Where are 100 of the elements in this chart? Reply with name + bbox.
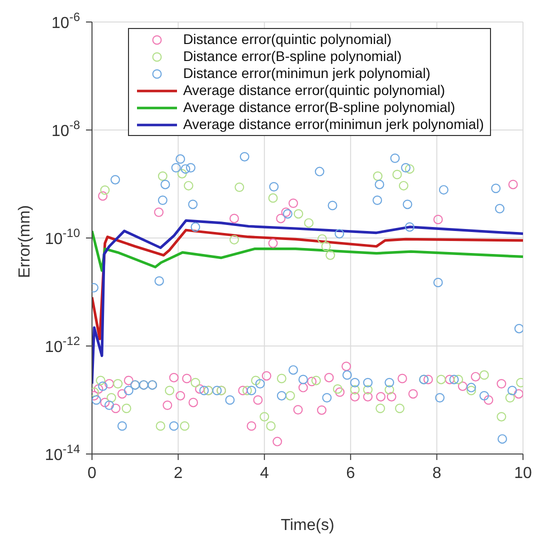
point — [316, 405, 326, 415]
point — [470, 372, 480, 382]
point — [304, 218, 314, 228]
point — [276, 214, 286, 224]
point — [110, 404, 120, 414]
point — [449, 374, 459, 384]
point — [268, 193, 278, 203]
point — [124, 376, 134, 386]
point — [373, 171, 383, 181]
point — [158, 171, 168, 181]
point — [342, 370, 352, 380]
point — [158, 196, 168, 206]
point — [438, 185, 448, 195]
point — [246, 421, 256, 431]
point — [242, 386, 252, 396]
point — [180, 164, 190, 174]
point — [507, 386, 517, 396]
x-tick-label: 0 — [88, 465, 97, 482]
point — [444, 374, 454, 384]
point — [240, 152, 250, 162]
y-tick-label: 10$^{-8}$ — [52, 118, 80, 140]
point — [363, 384, 373, 394]
point — [408, 389, 418, 399]
point — [188, 398, 198, 408]
point — [317, 234, 327, 244]
point — [154, 207, 164, 217]
point — [225, 395, 235, 405]
point — [117, 389, 127, 399]
y-axis-title: Error(mm) — [16, 205, 34, 278]
point — [363, 378, 373, 388]
point — [392, 170, 402, 180]
point — [92, 395, 102, 405]
point — [433, 278, 443, 288]
point — [229, 234, 239, 244]
y-tick-label: 10$^{-6}$ — [52, 10, 80, 32]
x-axis-title: Time(s) — [280, 517, 334, 534]
legend-label: Distance error(quintic polynomial) — [183, 31, 392, 48]
point — [106, 393, 116, 403]
point — [96, 376, 106, 386]
point — [314, 166, 324, 176]
point — [238, 386, 248, 396]
point — [176, 154, 186, 164]
point — [169, 421, 179, 431]
legend-label: Average distance error(minimun jerk polynomial) — [183, 116, 484, 133]
line-series — [92, 230, 523, 272]
point — [479, 370, 489, 380]
point — [514, 324, 523, 334]
point — [154, 276, 164, 286]
point — [251, 376, 261, 386]
x-tick-label: 8 — [432, 465, 442, 482]
point — [496, 378, 506, 388]
point — [293, 404, 303, 414]
point — [324, 372, 334, 382]
point — [298, 374, 308, 384]
point — [117, 421, 127, 431]
point — [398, 374, 408, 384]
legend-label: Average distance error(B-spline polynomial) — [183, 99, 456, 116]
point — [350, 384, 360, 394]
point — [435, 393, 445, 403]
point — [334, 228, 344, 238]
point — [104, 378, 114, 388]
point — [404, 222, 414, 232]
point — [286, 390, 296, 400]
point — [188, 200, 198, 210]
point — [122, 404, 132, 414]
point — [294, 209, 304, 219]
point — [326, 250, 336, 260]
point — [164, 386, 174, 396]
point — [401, 162, 411, 172]
point — [269, 182, 279, 192]
point — [374, 180, 384, 190]
point — [322, 393, 332, 403]
point — [272, 436, 282, 446]
point — [454, 374, 464, 384]
point — [100, 185, 110, 195]
point — [260, 412, 270, 422]
line-series — [92, 219, 523, 386]
point — [176, 390, 186, 400]
point — [262, 371, 272, 381]
point — [498, 434, 508, 444]
point — [276, 374, 286, 384]
y-tick-label: 10$^{-14}$ — [44, 442, 80, 464]
point — [514, 389, 523, 399]
point — [505, 393, 515, 403]
point — [246, 386, 256, 396]
point — [190, 378, 200, 388]
point — [402, 200, 412, 210]
point — [186, 162, 196, 172]
point — [376, 392, 386, 402]
point — [350, 392, 360, 402]
point — [160, 180, 170, 190]
point — [335, 387, 345, 397]
x-tick-label: 6 — [346, 465, 356, 482]
legend-label: Distance error(B-spline polynomial) — [183, 48, 402, 65]
point — [398, 180, 408, 190]
point — [350, 378, 360, 388]
point — [288, 198, 298, 208]
point — [113, 378, 123, 388]
point — [184, 180, 194, 190]
point — [491, 184, 501, 194]
